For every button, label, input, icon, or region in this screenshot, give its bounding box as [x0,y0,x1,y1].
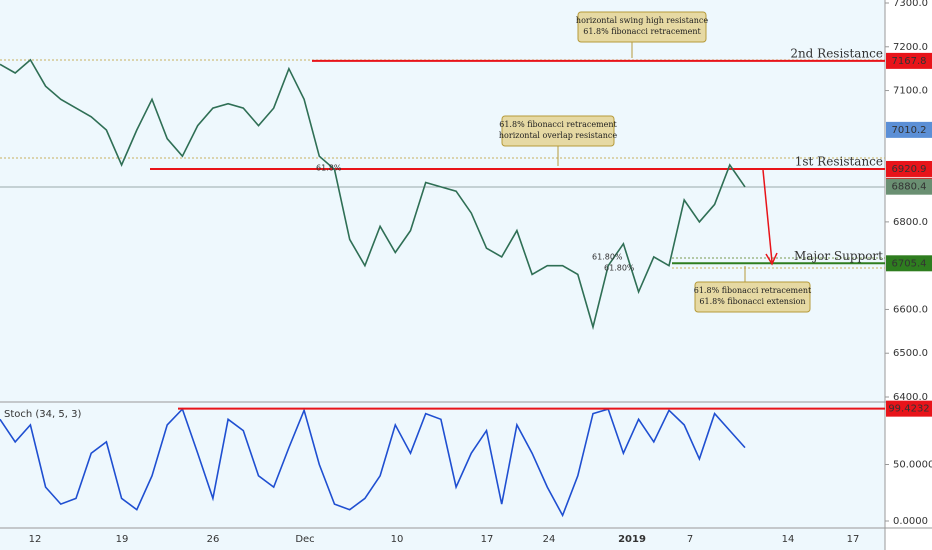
y-tick-label: 6400.0 [893,392,928,403]
x-tick-label: 7 [687,534,693,545]
y-tick-label: 50.0000 [893,460,932,471]
price-label-bg [886,160,932,177]
x-tick-label: Dec [295,534,314,545]
price-label: 6880.4 [892,182,927,193]
y-tick-label: 7300.0 [893,0,928,9]
fib-label: 61.80% [604,264,635,273]
x-tick-label: 14 [782,534,795,545]
annotation-text: 61.8% fibonacci retracement [499,120,617,129]
y-tick-label: 6800.0 [893,217,928,228]
price-label-bg [886,178,932,195]
price-label: 7167.8 [892,56,927,67]
x-tick-label: 10 [391,534,404,545]
annotation-text: 61.8% fibonacci retracement [694,286,812,295]
y-tick-label: 7200.0 [893,42,928,53]
annotation-text: 61.8% fibonacci retracement [583,27,701,36]
annotation-text: 61.8% fibonacci extension [699,297,805,306]
fib-label: 61.80% [592,253,623,262]
stoch-title: Stoch (34, 5, 3) [4,409,81,420]
y-tick-label: 0.0000 [893,516,928,527]
price-label-bg [886,255,932,272]
level-label: Major Support [794,249,883,263]
level-label: 2nd Resistance [790,46,883,60]
axis-bg [885,0,932,550]
series-line [0,407,746,518]
x-tick-label: 17 [847,534,860,545]
annotation-text: horizontal swing high resistance [576,16,708,25]
y-tick-label: 6600.0 [893,304,928,315]
arrow [762,169,773,263]
y-tick-label: 6500.0 [893,348,928,359]
plot-bg [0,0,885,550]
x-tick-label: 24 [543,534,556,545]
price-label: 6920.9 [892,164,927,175]
price-label: 6705.4 [892,258,927,269]
level-label: 1st Resistance [795,154,883,168]
x-tick-label: 12 [29,534,42,545]
series-line [0,58,746,331]
annotation-box [694,281,811,313]
annotation-box [577,11,707,43]
annotation-text: horizontal overlap resistance [499,131,617,140]
x-tick-label: 2019 [618,534,646,545]
y-tick-label: 7100.0 [893,86,928,97]
x-tick-label: 26 [207,534,220,545]
arrow-head [765,252,778,266]
price-label-bg [886,52,932,69]
x-tick-label: 17 [481,534,494,545]
fib-label: 61.8% [316,164,342,173]
price-label-bg [886,121,932,138]
annotation-box [501,115,615,147]
price-label-bg [886,400,932,417]
price-label: 7010.2 [892,125,927,136]
x-tick-label: 19 [116,534,129,545]
price-label: 99.4232 [888,404,929,415]
